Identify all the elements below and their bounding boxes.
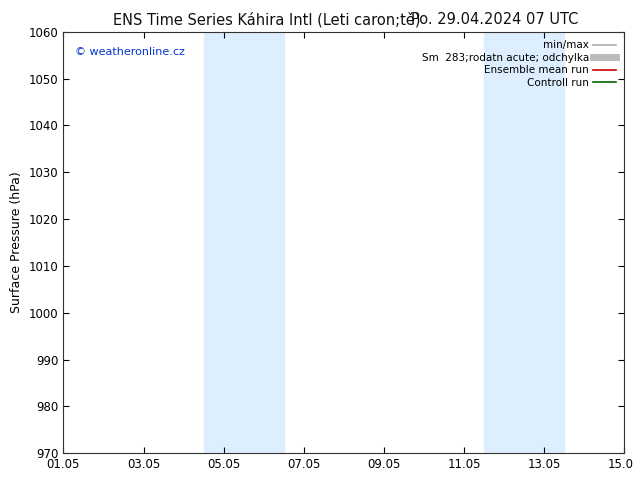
Text: ENS Time Series Káhira Intl (Leti caron;tě): ENS Time Series Káhira Intl (Leti caron;… bbox=[112, 12, 420, 28]
Text: © weatheronline.cz: © weatheronline.cz bbox=[75, 47, 184, 57]
Text: Po. 29.04.2024 07 UTC: Po. 29.04.2024 07 UTC bbox=[411, 12, 578, 27]
Bar bbox=[484, 32, 564, 453]
Legend: min/max, Sm  283;rodatn acute; odchylka, Ensemble mean run, Controll run: min/max, Sm 283;rodatn acute; odchylka, … bbox=[418, 37, 619, 91]
Y-axis label: Surface Pressure (hPa): Surface Pressure (hPa) bbox=[10, 172, 23, 314]
Bar bbox=[204, 32, 284, 453]
